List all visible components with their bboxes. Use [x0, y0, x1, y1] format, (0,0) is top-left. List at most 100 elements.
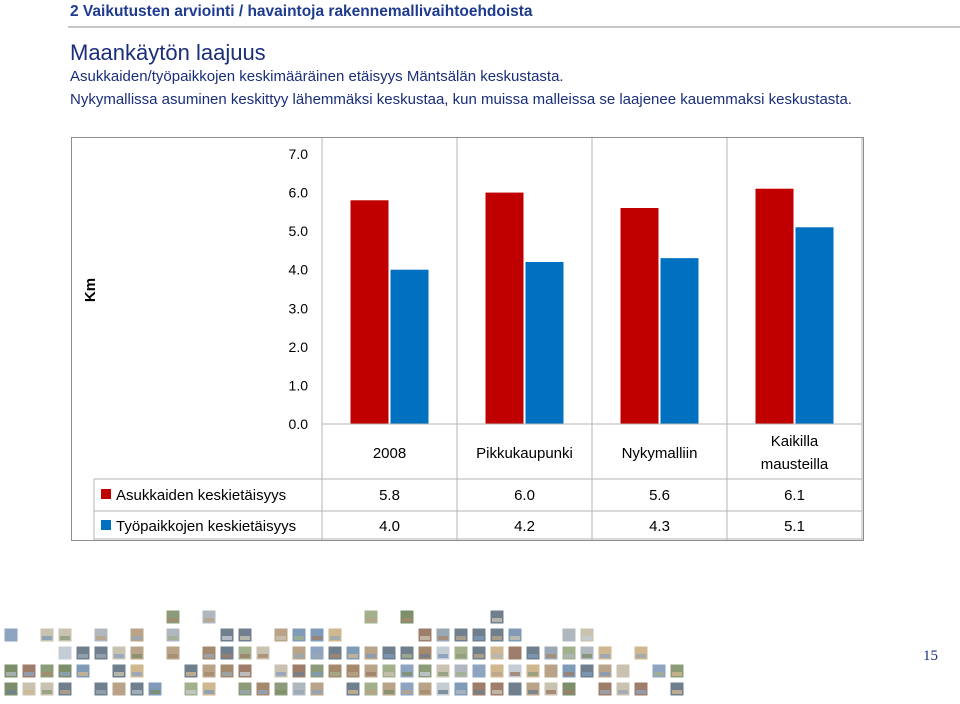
mosaic-photo-detail — [132, 672, 142, 676]
mosaic-photo-detail — [600, 690, 610, 694]
mosaic-photo-detail — [528, 672, 538, 676]
mosaic-photo-detail — [60, 636, 70, 640]
mosaic-photo-detail — [582, 636, 592, 640]
section-title: 2 Vaikutusten arviointi / havaintoja rak… — [70, 3, 533, 20]
mosaic-photo-detail — [510, 654, 520, 658]
mosaic-photo-detail — [474, 672, 484, 676]
y-tick-label: 1.0 — [289, 377, 309, 393]
mosaic-photo-detail — [366, 672, 376, 676]
bar-residents — [485, 192, 524, 424]
mosaic-photo-detail — [510, 690, 520, 694]
mosaic-photo-detail — [168, 618, 178, 622]
y-tick-label: 3.0 — [289, 300, 309, 316]
page-heading: Maankäytön laajuus — [70, 40, 266, 65]
mosaic-photo-detail — [294, 636, 304, 640]
mosaic-photo-detail — [168, 654, 178, 658]
mosaic-photo-detail — [6, 672, 16, 676]
data-table-value: 6.1 — [784, 487, 805, 504]
mosaic-photo-detail — [420, 690, 430, 694]
category-label: Pikkukaupunki — [476, 445, 573, 462]
mosaic-photo-detail — [330, 636, 340, 640]
mosaic-photo-detail — [258, 690, 268, 694]
mosaic-photo-detail — [204, 690, 214, 694]
mosaic-photo-detail — [60, 690, 70, 694]
legend-swatch-residents — [101, 489, 111, 499]
data-table-value: 5.8 — [379, 487, 400, 504]
mosaic-photo-detail — [294, 690, 304, 694]
mosaic-photo-detail — [150, 690, 160, 694]
y-tick-label: 5.0 — [289, 223, 309, 239]
mosaic-photo-detail — [60, 672, 70, 676]
mosaic-photo-detail — [240, 636, 250, 640]
mosaic-photo-detail — [456, 690, 466, 694]
y-axis-label: Km — [82, 278, 99, 302]
bar-residents — [620, 208, 659, 424]
data-table-value: 4.3 — [649, 518, 670, 535]
mosaic-photo-detail — [258, 654, 268, 658]
mosaic-photo-detail — [114, 690, 124, 694]
category-label: Nykymalliin — [622, 445, 698, 462]
mosaic-photo-detail — [528, 654, 538, 658]
mosaic-photo-detail — [456, 672, 466, 676]
mosaic-photo-detail — [384, 672, 394, 676]
mosaic-photo-detail — [402, 654, 412, 658]
mosaic-photo-detail — [582, 654, 592, 658]
photo-mosaic-decoration — [3, 609, 685, 697]
mosaic-photo-detail — [42, 636, 52, 640]
mosaic-photo-detail — [492, 672, 502, 676]
mosaic-photo-detail — [312, 672, 322, 676]
mosaic-photo-detail — [276, 672, 286, 676]
mosaic-photo-detail — [438, 654, 448, 658]
bar-jobs — [660, 258, 699, 424]
mosaic-photo-detail — [672, 690, 682, 694]
chart-frame: 0.0 1.0 2.0 3.0 4.0 5.0 6.0 7.0 Km 2008 Pikkukaupu… — [71, 137, 864, 541]
mosaic-photo-detail — [438, 672, 448, 676]
mosaic-photo-detail — [564, 654, 574, 658]
mosaic-photo-detail — [618, 672, 628, 676]
mosaic-photo-detail — [636, 690, 646, 694]
mosaic-photo-detail — [438, 636, 448, 640]
mosaic-photo-detail — [600, 654, 610, 658]
mosaic-photo-detail — [420, 654, 430, 658]
mosaic-photo-detail — [24, 672, 34, 676]
mosaic-photo-detail — [564, 690, 574, 694]
mosaic-photo-detail — [420, 672, 430, 676]
mosaic-photo-detail — [204, 654, 214, 658]
data-table-value: 5.1 — [784, 518, 805, 535]
mosaic-photo-detail — [312, 654, 322, 658]
mosaic-photo-detail — [492, 654, 502, 658]
mosaic-photo-detail — [96, 654, 106, 658]
mosaic-photo-detail — [546, 672, 556, 676]
category-label: 2008 — [373, 445, 406, 462]
mosaic-photo-detail — [240, 672, 250, 676]
description-line-1: Asukkaiden/työpaikkojen keskimääräinen e… — [70, 68, 564, 85]
y-tick-label: 7.0 — [289, 146, 309, 162]
mosaic-photo-detail — [96, 636, 106, 640]
mosaic-photo-detail — [204, 618, 214, 622]
mosaic-photo-detail — [222, 672, 232, 676]
mosaic-photo-detail — [366, 690, 376, 694]
mosaic-photo-detail — [114, 654, 124, 658]
legend-swatch-jobs — [101, 520, 111, 530]
mosaic-photo-detail — [78, 654, 88, 658]
mosaic-photo-detail — [474, 636, 484, 640]
mosaic-photo-detail — [402, 618, 412, 622]
bar-residents — [350, 200, 389, 424]
mosaic-photo-detail — [186, 690, 196, 694]
mosaic-photo-detail — [78, 672, 88, 676]
mosaic-photo-detail — [330, 672, 340, 676]
mosaic-photo-detail — [114, 672, 124, 676]
mosaic-photo-detail — [564, 636, 574, 640]
mosaic-photo-detail — [636, 654, 646, 658]
mosaic-photo-detail — [564, 672, 574, 676]
data-table-value: 4.0 — [379, 518, 400, 535]
mosaic-photo-detail — [672, 672, 682, 676]
mosaic-photo-detail — [618, 690, 628, 694]
mosaic-photo-detail — [330, 654, 340, 658]
mosaic-photo-detail — [186, 672, 196, 676]
legend-label: Asukkaiden keskietäisyys — [116, 487, 286, 504]
mosaic-photo-detail — [510, 636, 520, 640]
mosaic-photo-detail — [276, 636, 286, 640]
category-label: Kaikilla — [771, 433, 819, 450]
mosaic-photo-detail — [456, 636, 466, 640]
